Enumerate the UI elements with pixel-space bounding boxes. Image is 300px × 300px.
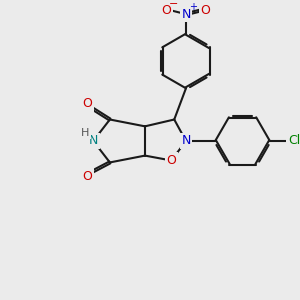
Text: Cl: Cl <box>288 134 300 148</box>
Text: −: − <box>169 0 178 9</box>
Text: O: O <box>82 169 92 183</box>
Text: O: O <box>161 4 171 17</box>
Text: N: N <box>88 134 98 148</box>
Text: N: N <box>181 134 190 148</box>
Text: O: O <box>167 154 176 167</box>
Text: H: H <box>81 128 90 138</box>
Text: O: O <box>82 98 92 110</box>
Text: N: N <box>181 8 190 21</box>
Text: O: O <box>200 4 210 17</box>
Text: +: + <box>189 2 197 12</box>
